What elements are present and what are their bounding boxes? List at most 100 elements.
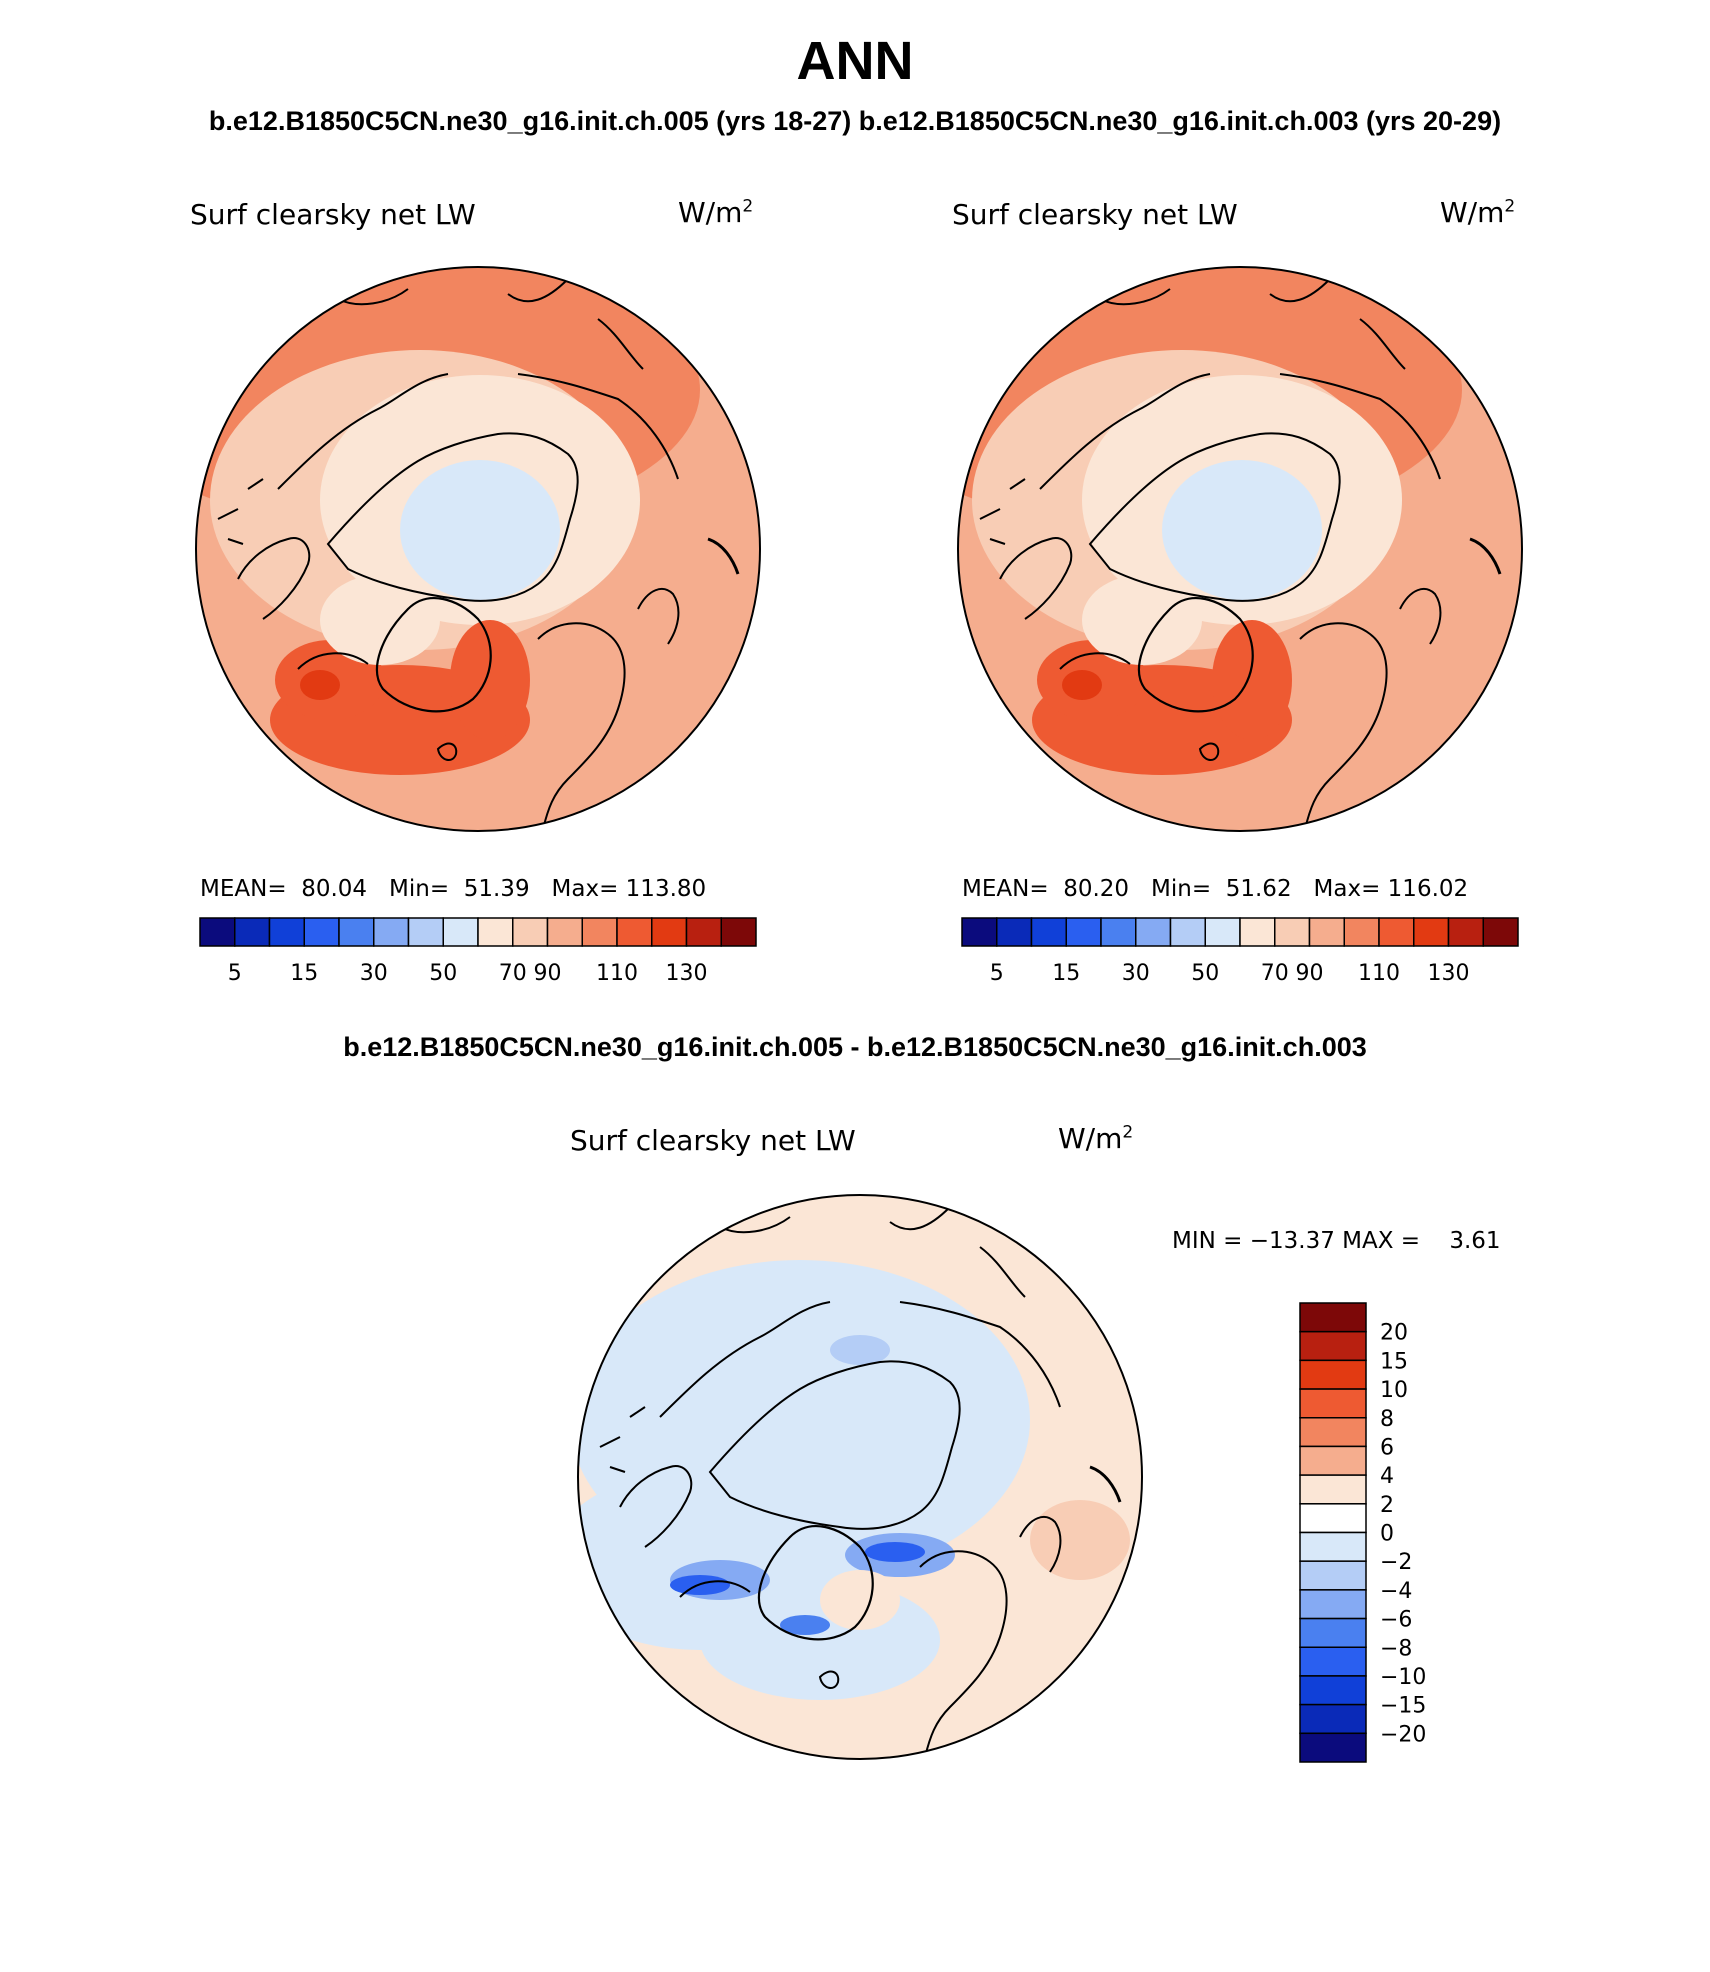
panel-3-variable: Surf clearsky net LW xyxy=(570,1124,856,1157)
colorbar-tick-label: 6 xyxy=(1380,1435,1394,1460)
panel-3-stats: MIN = −13.37 MAX = 3.61 xyxy=(1172,1228,1501,1254)
colorbar-swatch xyxy=(1299,1617,1367,1648)
colorbar-tick-label: 15 xyxy=(1052,961,1080,986)
colorbar-tick-label: 50 xyxy=(1191,961,1219,986)
colorbar-swatch xyxy=(373,917,410,947)
colorbar-swatch xyxy=(1413,917,1450,947)
colorbar-swatch xyxy=(1299,1503,1367,1534)
colorbar-swatch xyxy=(685,917,722,947)
colorbar-tick-label: −8 xyxy=(1380,1636,1412,1661)
colorbar-swatch xyxy=(199,917,236,947)
colorbar-panel-2: 5 15 30 50 70 90 110 130 xyxy=(961,917,1519,986)
colorbar-swatch xyxy=(1482,917,1519,947)
difference-title: b.e12.B1850C5CN.ne30_g16.init.ch.005 - b… xyxy=(343,1032,1367,1062)
colorbar-swatch xyxy=(1030,917,1067,947)
colorbar-swatch xyxy=(1299,1703,1367,1735)
colorbar-tick-label: 90 xyxy=(1296,961,1324,986)
colorbar-swatch xyxy=(1378,917,1415,947)
colorbar-tick-label: 30 xyxy=(1122,961,1150,986)
colorbar-tick-label: 130 xyxy=(1428,961,1470,986)
colorbar-swatch xyxy=(1299,1388,1367,1419)
colorbar-swatch xyxy=(234,917,271,947)
colorbar-swatch xyxy=(1299,1330,1367,1362)
colorbar-tick-label: 0 xyxy=(1380,1522,1394,1547)
colorbar-swatch xyxy=(1299,1474,1367,1505)
colorbar-swatch xyxy=(1299,1445,1367,1476)
colorbar-swatch xyxy=(338,917,375,947)
colorbar-swatch xyxy=(996,917,1033,947)
colorbar-swatch xyxy=(1299,1417,1367,1448)
panel-3-map-border xyxy=(577,1194,1143,1760)
colorbar-tick-label: −10 xyxy=(1380,1665,1426,1690)
colorbar-tick-label: −4 xyxy=(1380,1579,1412,1604)
panel-1-map xyxy=(196,267,760,831)
panel-1-units: W/m2 xyxy=(678,196,754,229)
colorbar-tick-label: −20 xyxy=(1380,1722,1426,1747)
colorbar-swatch xyxy=(268,917,305,947)
colorbar-swatch xyxy=(1239,917,1276,947)
colorbar-swatch xyxy=(1343,917,1380,947)
colorbar-swatch xyxy=(1065,917,1102,947)
colorbar-tick-label: 70 xyxy=(499,961,527,986)
colorbar-swatch xyxy=(1447,917,1484,947)
colorbar-tick-label: 30 xyxy=(360,961,388,986)
panel-1-map-border xyxy=(195,266,761,832)
colorbar-swatch xyxy=(1299,1531,1367,1562)
colorbar-tick-label: 70 xyxy=(1261,961,1289,986)
colorbar-swatch xyxy=(1299,1589,1367,1620)
colorbar-swatch xyxy=(1299,1732,1367,1763)
panel-1-variable: Surf clearsky net LW xyxy=(190,198,476,231)
colorbar-swatch xyxy=(1135,917,1172,947)
main-title: ANN xyxy=(796,31,914,91)
panel-2-variable: Surf clearsky net LW xyxy=(952,198,1238,231)
colorbar-tick-label: 10 xyxy=(1380,1378,1408,1403)
colorbar-tick-label: 5 xyxy=(228,961,242,986)
colorbar-swatch xyxy=(651,917,688,947)
colorbar-swatch xyxy=(512,917,549,947)
colorbar-tick-label: 110 xyxy=(1358,961,1400,986)
colorbar-swatch xyxy=(616,917,653,947)
colorbar-swatch xyxy=(477,917,514,947)
colorbar-tick-label: 90 xyxy=(534,961,562,986)
colorbar-swatch xyxy=(442,917,479,947)
colorbar-swatch xyxy=(581,917,618,947)
colorbar-swatch xyxy=(1308,917,1345,947)
colorbar-swatch xyxy=(1169,917,1206,947)
colorbar-swatch xyxy=(1299,1560,1367,1591)
colorbar-swatch xyxy=(1299,1302,1367,1333)
colorbar-tick-label: 5 xyxy=(990,961,1004,986)
colorbar-tick-label: 20 xyxy=(1380,1321,1408,1346)
colorbar-tick-label: −15 xyxy=(1380,1694,1426,1719)
colorbar-tick-label: −2 xyxy=(1380,1550,1412,1575)
colorbar-panel-1: 5 15 30 50 70 90 110 130 xyxy=(199,917,757,986)
panel-2-stats: MEAN= 80.20 Min= 51.62 Max= 116.02 xyxy=(962,876,1469,902)
panel-2-map-border xyxy=(957,266,1523,832)
colorbar-tick-label: −6 xyxy=(1380,1608,1412,1633)
colorbar-swatch xyxy=(1204,917,1241,947)
colorbar-swatch xyxy=(303,917,340,947)
colorbar-tick-label: 110 xyxy=(596,961,638,986)
colorbar-tick-label: 15 xyxy=(1380,1349,1408,1374)
panel-2-units: W/m2 xyxy=(1440,196,1516,229)
colorbar-tick-label: 15 xyxy=(290,961,318,986)
colorbar-swatch xyxy=(546,917,583,947)
colorbar-tick-label: 2 xyxy=(1380,1493,1394,1518)
panel-3-units: W/m2 xyxy=(1058,1122,1134,1155)
panel-2-map xyxy=(958,267,1522,831)
colorbar-swatch xyxy=(1299,1359,1367,1390)
colorbar-swatch xyxy=(1299,1675,1367,1706)
colorbar-swatch xyxy=(1299,1646,1367,1677)
colorbar-tick-label: 130 xyxy=(666,961,708,986)
colorbar-swatch xyxy=(961,917,998,947)
colorbar-tick-label: 8 xyxy=(1380,1407,1394,1432)
case-titles: b.e12.B1850C5CN.ne30_g16.init.ch.005 (yr… xyxy=(208,106,1502,136)
panel-3-map xyxy=(578,1195,1142,1759)
colorbar-swatch xyxy=(1100,917,1137,947)
panel-1-stats: MEAN= 80.04 Min= 51.39 Max= 113.80 xyxy=(200,876,707,902)
colorbar-swatch xyxy=(407,917,444,947)
colorbar-tick-label: 4 xyxy=(1380,1464,1394,1489)
colorbar-tick-label: 50 xyxy=(429,961,457,986)
colorbar-swatch xyxy=(720,917,757,947)
